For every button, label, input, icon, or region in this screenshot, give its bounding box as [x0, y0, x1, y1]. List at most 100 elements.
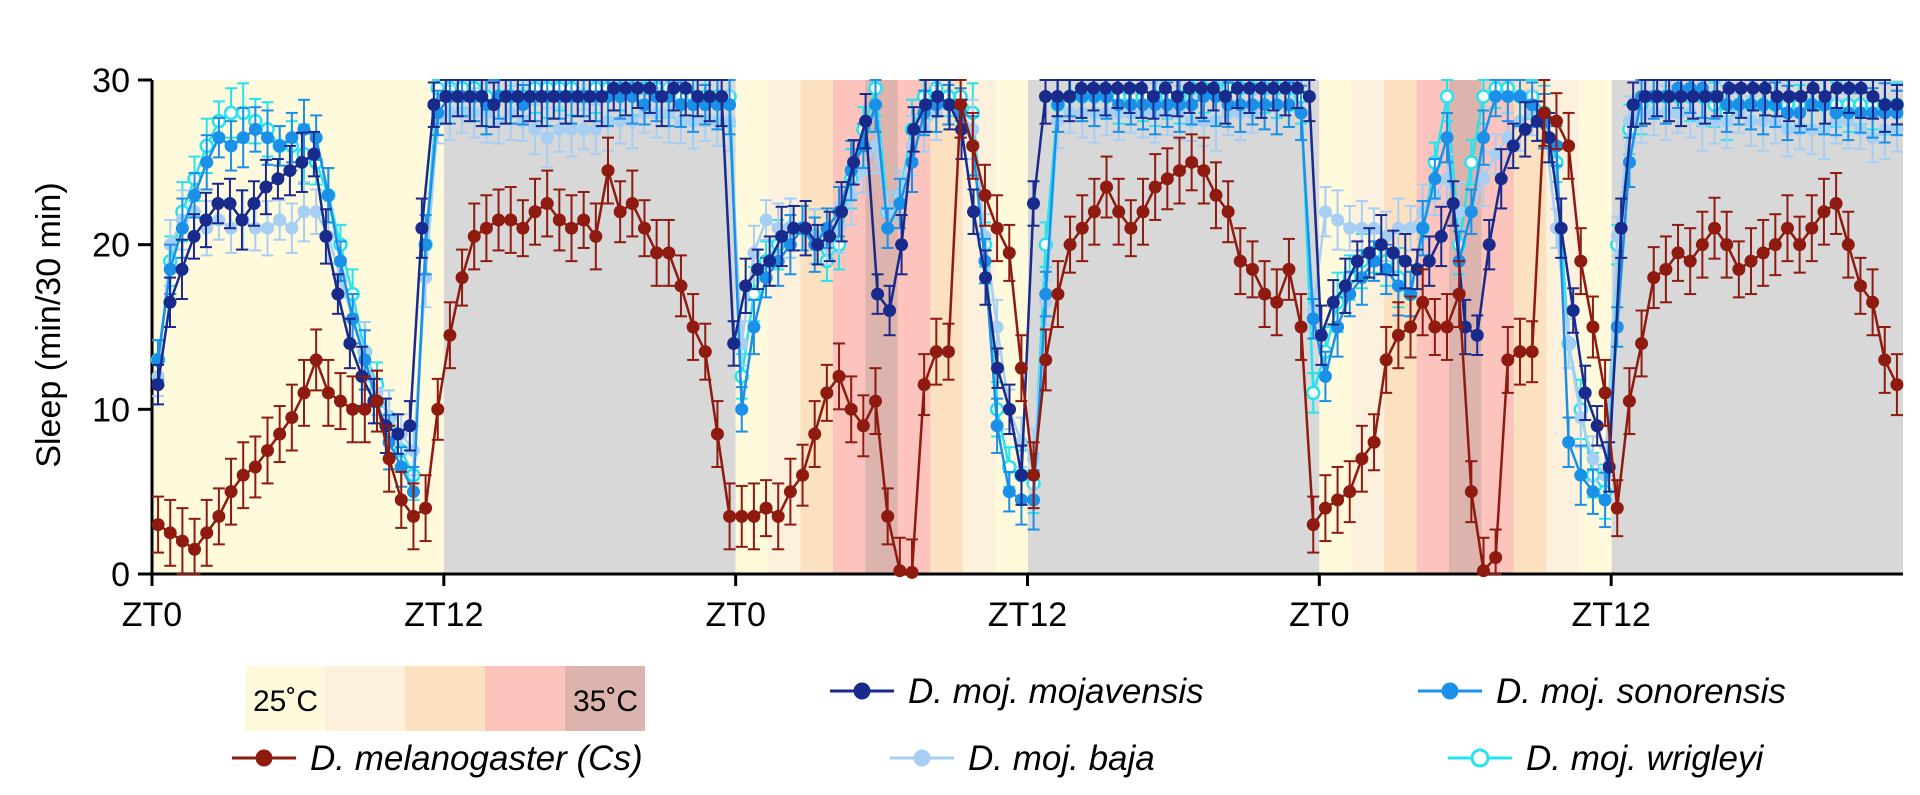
data-point [907, 122, 921, 136]
series-group [150, 79, 1905, 579]
data-point [1003, 402, 1017, 416]
data-point [631, 81, 645, 95]
legend-label: D. moj. wrigleyi [1526, 739, 1764, 778]
data-point [1197, 164, 1211, 178]
data-point [1549, 114, 1563, 128]
legend-marker [913, 749, 931, 767]
data-point [990, 221, 1004, 235]
data-point [1542, 131, 1556, 145]
data-point [881, 509, 895, 523]
data-point [893, 564, 907, 578]
data-point [1416, 221, 1430, 235]
data-point [589, 122, 603, 136]
data-point [1793, 238, 1807, 252]
data-point [1398, 254, 1412, 268]
data-point [1732, 262, 1746, 276]
data-point [1158, 81, 1172, 95]
data-point [1662, 89, 1676, 103]
data-point [1780, 106, 1794, 120]
data-point [883, 304, 897, 318]
data-point [759, 501, 773, 515]
data-point [954, 98, 968, 112]
data-point [1698, 89, 1712, 103]
temperature-band [800, 80, 834, 574]
data-point [859, 114, 873, 128]
data-point [1245, 98, 1259, 112]
data-point [1878, 353, 1892, 367]
data-point [1306, 385, 1321, 401]
data-point [1626, 98, 1640, 112]
data-point [463, 89, 477, 103]
data-point [1026, 197, 1040, 210]
data-point [1614, 221, 1628, 235]
data-point [1722, 81, 1736, 95]
data-point [1422, 254, 1436, 268]
data-point [333, 254, 347, 268]
data-point [1318, 205, 1332, 219]
tick-labels: 0 10 20 30 ZT0 ZT12 ZT0 ZT12 ZT0 ZT12 [92, 62, 1651, 634]
data-point [1829, 197, 1843, 210]
data-point [571, 89, 585, 103]
data-point [1391, 328, 1405, 342]
data-point [224, 485, 238, 499]
data-point [1578, 386, 1592, 400]
temperature-band [1351, 80, 1385, 574]
data-point [285, 221, 299, 235]
data-point [309, 353, 323, 367]
data-point [248, 122, 262, 136]
data-point [1416, 295, 1430, 309]
data-point [1817, 205, 1831, 219]
data-point [1086, 81, 1100, 95]
data-point [1638, 89, 1652, 103]
data-point [1258, 98, 1272, 112]
data-point [535, 89, 549, 103]
data-point [978, 188, 992, 202]
data-point [1136, 205, 1150, 219]
data-point [499, 89, 513, 103]
data-point [1343, 221, 1357, 235]
data-point [285, 411, 299, 425]
data-point [1756, 246, 1770, 260]
data-point [1194, 81, 1208, 95]
data-point [1367, 435, 1381, 449]
data-point [1063, 238, 1077, 252]
data-point [475, 89, 489, 103]
data-point [1245, 262, 1259, 276]
data-point [1182, 81, 1196, 95]
data-point [333, 394, 347, 408]
data-point [1854, 81, 1868, 95]
legend-marker [853, 682, 871, 700]
data-point [321, 386, 335, 400]
legend-item: D. moj. sonorensis [1418, 672, 1786, 711]
data-point [619, 81, 633, 95]
data-point [1489, 147, 1503, 161]
temperature-swatch [485, 666, 565, 731]
data-point [547, 89, 561, 103]
data-point [869, 394, 883, 408]
data-point [1112, 98, 1126, 112]
series-line [157, 104, 1899, 574]
data-point [516, 221, 530, 235]
data-point [1440, 320, 1454, 334]
temperature-band [832, 80, 866, 574]
data-point [248, 221, 262, 235]
data-point [1374, 238, 1388, 252]
data-point [869, 98, 883, 112]
temperature-swatch [245, 666, 325, 731]
data-point [1258, 287, 1272, 301]
data-point [1695, 238, 1709, 252]
data-point [895, 238, 909, 252]
data-point [1331, 213, 1345, 227]
data-point [783, 485, 797, 499]
data-point [236, 468, 250, 482]
data-point [1446, 197, 1460, 210]
data-point [1428, 320, 1442, 334]
data-point [1853, 279, 1867, 293]
data-point [1782, 89, 1796, 103]
data-point [893, 197, 907, 210]
data-point [297, 122, 311, 136]
y-axis-title: Sleep (min/30 min) [30, 182, 68, 467]
data-point [1464, 485, 1478, 499]
data-point [1039, 353, 1053, 367]
data-point [691, 89, 705, 103]
